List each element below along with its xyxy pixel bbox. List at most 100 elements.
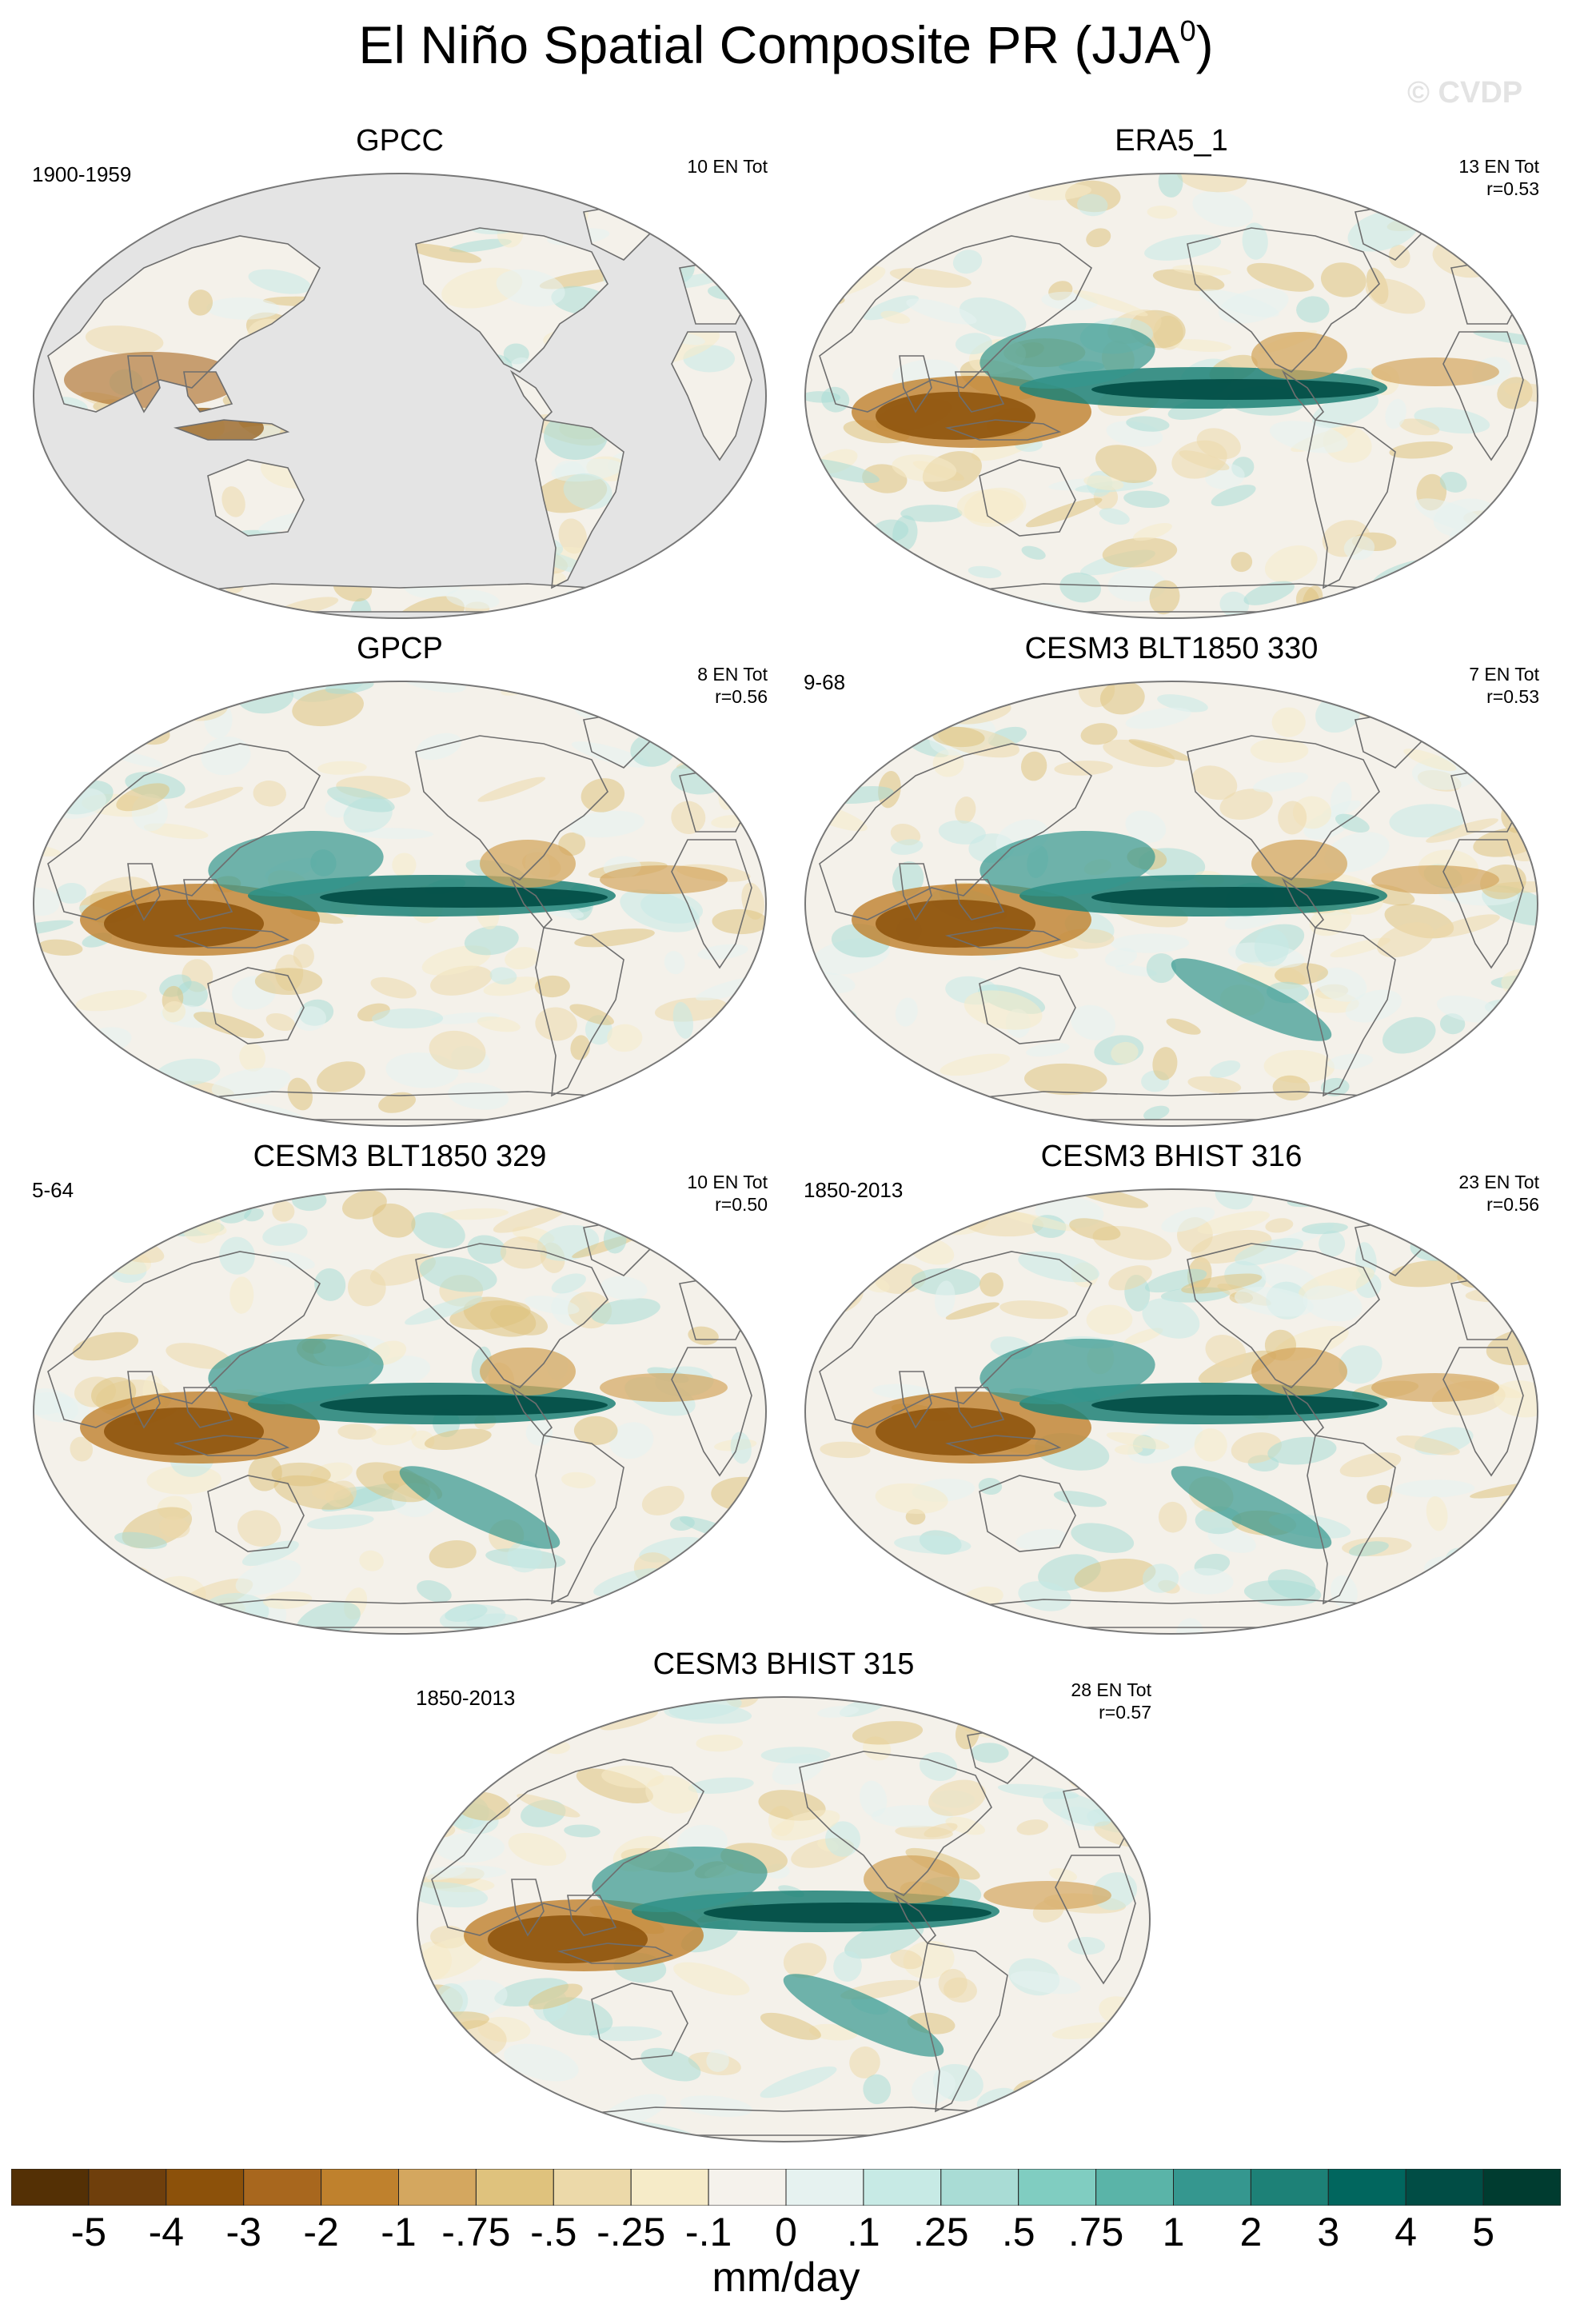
colorbar-tick-label: 0 — [775, 2210, 797, 2254]
panel-event-count: 13 EN Tot — [1458, 156, 1539, 177]
panel-stats: 13 EN Tot r=0.53 — [1458, 156, 1539, 200]
coastline-australia — [979, 967, 1076, 1044]
panel-stats: 10 EN Tot — [687, 156, 768, 178]
colorbar-tick-label: -4 — [148, 2210, 185, 2254]
colorbar-units: mm/day — [712, 2254, 860, 2301]
coastline-seasia — [955, 1387, 1005, 1428]
panel-pattern-correlation: r=0.53 — [1486, 178, 1539, 199]
map-panel: GPCC 1900-1959 10 EN Tot — [16, 124, 784, 620]
colorbar-tick-label: 4 — [1394, 2210, 1418, 2254]
panel-title: GPCC — [356, 124, 444, 158]
coastline-indo — [173, 927, 290, 948]
colorbar-swatch — [1405, 2169, 1484, 2206]
coastline-seasia — [955, 371, 1005, 413]
coastline-samerica — [919, 1943, 1008, 2113]
coastline-india — [511, 1879, 545, 1937]
panel-event-count: 28 EN Tot — [1071, 1679, 1151, 1700]
coastline-asia — [47, 235, 321, 413]
coastline-australia — [207, 967, 305, 1044]
cvdp-watermark: © CVDP — [1407, 76, 1523, 110]
colorbar-tick-label: -5 — [70, 2210, 107, 2254]
colorbar-tick-label: -2 — [303, 2210, 339, 2254]
coastline-asia — [431, 1759, 705, 1936]
colorbar-swatch — [863, 2169, 942, 2206]
coastline-india — [127, 1371, 161, 1429]
colorbar-swatch — [630, 2169, 709, 2206]
map-panel: CESM3 BLT1850 330 9-68 7 EN Tot r=0.53 — [788, 632, 1555, 1128]
colorbar-tick-label: .75 — [1067, 2210, 1124, 2254]
panel-pattern-correlation: r=0.50 — [715, 1193, 768, 1215]
colorbar-swatch — [88, 2169, 167, 2206]
colorbar-swatch — [1250, 2169, 1329, 2206]
colorbar — [11, 2169, 1561, 2206]
map-panel: ERA5_1 13 EN Tot r=0.53 — [788, 124, 1555, 620]
figure-title: El Niño Spatial Composite PR (JJA0) — [358, 14, 1214, 74]
coastline-india — [899, 355, 932, 413]
panel-period: 1850-2013 — [416, 1686, 516, 1710]
colorbar-swatch — [398, 2169, 477, 2206]
colorbar-tick-label: 2 — [1239, 2210, 1263, 2254]
coastline-seasia — [183, 371, 233, 413]
coastline-samerica — [535, 1435, 624, 1605]
panel-stats: 10 EN Tot r=0.50 — [687, 1172, 768, 1216]
panel-stats: 8 EN Tot r=0.56 — [697, 664, 768, 708]
colorbar-swatch — [1482, 2169, 1561, 2206]
panel-title: CESM3 BHIST 316 — [1040, 1140, 1303, 1173]
coastline-indo — [944, 927, 1062, 948]
coastline-australia — [979, 1475, 1076, 1552]
coastline-camerica — [509, 369, 553, 421]
coastline-namerica — [415, 735, 608, 880]
coastline-australia — [207, 459, 305, 537]
coastline-africa — [1442, 331, 1524, 461]
colorbar-swatch — [243, 2169, 322, 2206]
precip-anomaly-map — [804, 1188, 1538, 1635]
colorbar-tick-label: -.5 — [530, 2210, 577, 2254]
panel-pattern-correlation: r=0.57 — [1099, 1701, 1151, 1723]
coastline-namerica — [1187, 227, 1380, 373]
coastline-africa — [1442, 1347, 1524, 1477]
coastline-asia — [47, 1251, 321, 1428]
panel-stats: 23 EN Tot r=0.56 — [1458, 1172, 1539, 1216]
colorbar-tick-label: .1 — [847, 2210, 880, 2254]
coastline-namerica — [1187, 735, 1380, 880]
coastline-india — [899, 863, 932, 921]
colorbar-tick-label: 3 — [1317, 2210, 1340, 2254]
coastline-camerica — [893, 1893, 937, 1945]
panel-event-count: 10 EN Tot — [687, 1172, 768, 1192]
coastline-samerica — [1307, 1435, 1396, 1605]
coastline-camerica — [509, 1385, 553, 1437]
panel-event-count: 8 EN Tot — [697, 664, 768, 685]
colorbar-swatch — [1018, 2169, 1097, 2206]
colorbar-tick-label: 5 — [1472, 2210, 1494, 2254]
coastline-africa — [1442, 839, 1524, 969]
coastline-samerica — [1307, 419, 1396, 589]
panel-pattern-correlation: r=0.53 — [1486, 685, 1539, 707]
coastline-asia — [47, 743, 321, 920]
coastline-australia — [207, 1475, 305, 1552]
panel-title: CESM3 BLT1850 329 — [253, 1140, 547, 1173]
coastline-africa — [671, 839, 752, 969]
panel-event-count: 23 EN Tot — [1458, 1172, 1539, 1192]
colorbar-labels: -5 -4 -3 -2 -1 -.75 -.5 -.25 -.1 0 .1 .25 .5 .75 1 2 3 4 5 — [0, 2209, 1572, 2257]
coastline-camerica — [509, 877, 553, 929]
colorbar-swatch — [708, 2169, 787, 2206]
coastline-asia — [819, 1251, 1093, 1428]
coastline-seasia — [183, 879, 233, 920]
coastline-australia — [591, 1983, 688, 2060]
coastline-india — [899, 1371, 932, 1429]
colorbar-tick-label: -3 — [225, 2210, 261, 2254]
colorbar-tick-label: -.75 — [441, 2210, 511, 2254]
coastline-samerica — [535, 927, 624, 1097]
colorbar-tick-label: .25 — [913, 2210, 969, 2254]
coastline-africa — [1055, 1855, 1136, 1985]
colorbar-swatch — [940, 2169, 1019, 2206]
panel-pattern-correlation: r=0.56 — [1486, 1193, 1539, 1215]
coastline-indo — [173, 1435, 290, 1456]
map-panel: GPCP 8 EN Tot r=0.56 — [16, 632, 784, 1128]
colorbar-tick-label: -1 — [381, 2210, 417, 2254]
coastline-asia — [819, 743, 1093, 920]
coastline-namerica — [415, 1243, 608, 1388]
title-superscript: 0 — [1179, 14, 1196, 47]
panel-stats: 7 EN Tot r=0.53 — [1469, 664, 1539, 708]
colorbar-swatch — [11, 2169, 90, 2206]
